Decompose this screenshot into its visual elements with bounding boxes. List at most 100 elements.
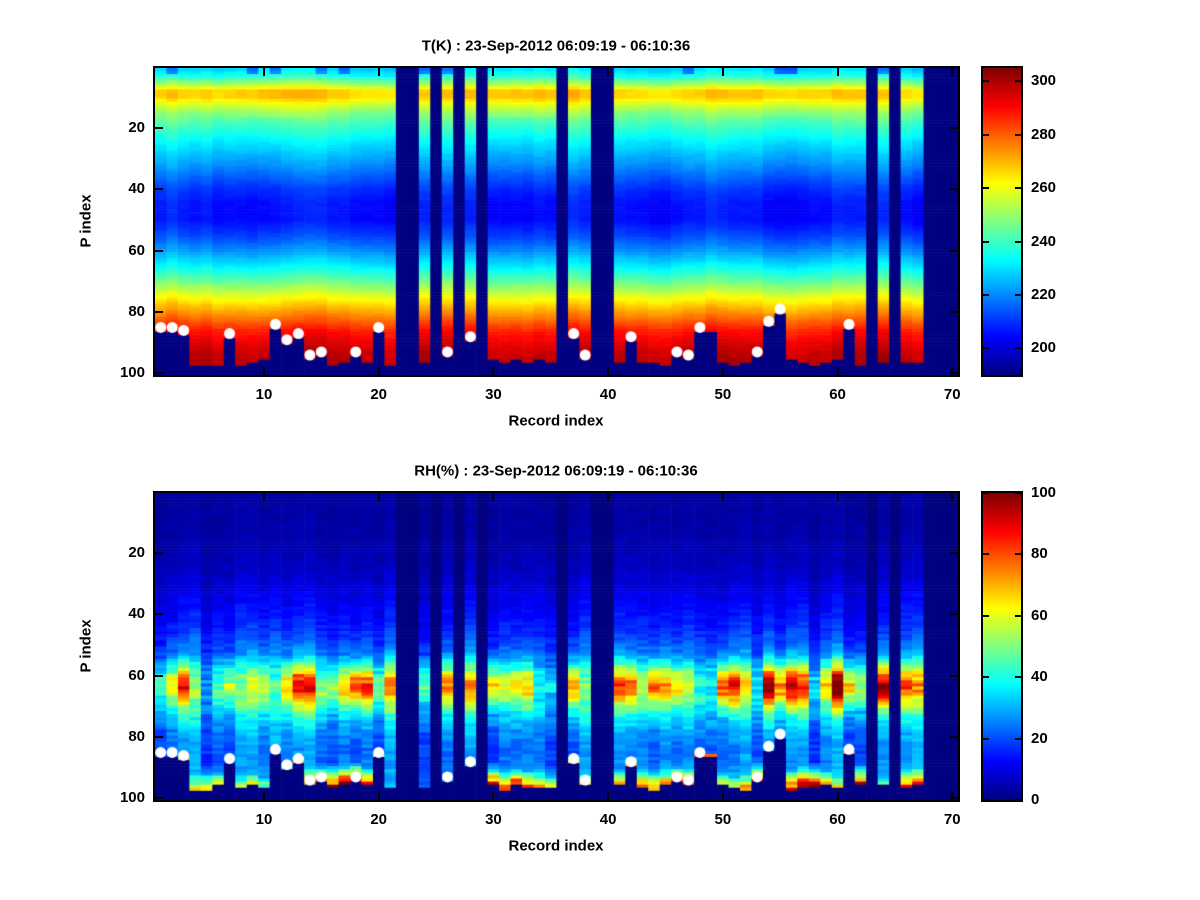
plot2-colorbar-border	[981, 491, 1023, 802]
y-tick-label: 80	[128, 728, 145, 746]
colorbar-tick-label: 300	[1031, 72, 1057, 90]
colorbar-tick-mark	[983, 80, 989, 83]
y-tick-mark	[155, 126, 163, 129]
colorbar-tick-mark	[1015, 737, 1021, 740]
y-tick-label: 20	[128, 118, 145, 136]
colorbar-tick-mark	[1015, 240, 1021, 243]
x-tick-mark	[377, 493, 380, 501]
y-tick-mark	[950, 311, 958, 314]
colorbar-tick-label: 280	[1031, 125, 1057, 143]
plot1-axes-border	[153, 66, 960, 377]
colorbar-tick-mark	[1015, 614, 1021, 617]
x-tick-label: 30	[485, 811, 502, 828]
colorbar-tick-label: 100	[1031, 484, 1057, 501]
colorbar-tick-label: 40	[1031, 668, 1048, 686]
x-tick-label: 40	[599, 811, 617, 828]
y-tick-label: 60	[128, 666, 145, 684]
y-tick-mark	[155, 551, 163, 554]
x-tick-mark	[836, 367, 839, 375]
x-tick-label: 30	[485, 386, 502, 403]
y-tick-mark	[155, 613, 163, 616]
x-tick-mark	[492, 68, 495, 76]
y-tick-mark	[950, 188, 958, 191]
x-tick-label: 20	[370, 811, 388, 828]
x-tick-mark	[377, 792, 380, 800]
colorbar-tick-mark	[1015, 492, 1021, 494]
colorbar-tick-mark	[983, 240, 989, 243]
x-tick-label: 50	[714, 811, 732, 828]
x-tick-mark	[721, 68, 724, 76]
x-tick-label: 60	[829, 386, 846, 403]
colorbar-tick-mark	[983, 614, 989, 617]
x-tick-mark	[836, 493, 839, 501]
colorbar-tick-label: 220	[1031, 285, 1057, 303]
x-tick-label: 70	[943, 386, 961, 403]
x-tick-mark	[836, 792, 839, 800]
y-tick-mark	[950, 126, 958, 129]
y-tick-mark	[155, 188, 163, 191]
colorbar-tick-label: 240	[1031, 232, 1057, 250]
y-tick-mark	[950, 797, 958, 800]
y-tick-mark	[950, 551, 958, 554]
x-tick-label: 40	[599, 386, 617, 403]
x-tick-mark	[262, 792, 265, 800]
plot1-colorbar-border	[981, 66, 1023, 377]
x-tick-mark	[492, 367, 495, 375]
y-tick-mark	[155, 736, 163, 739]
plot2-axes-border	[153, 491, 960, 802]
x-tick-mark	[951, 493, 954, 501]
plot2-ylabel: P index	[77, 619, 95, 673]
x-tick-mark	[377, 367, 380, 375]
x-tick-mark	[262, 367, 265, 375]
colorbar-tick-mark	[983, 347, 989, 350]
plot1-title: T(K) : 23-Sep-2012 06:09:19 - 06:10:36	[421, 37, 691, 55]
x-tick-mark	[607, 68, 610, 76]
x-tick-mark	[951, 68, 954, 76]
y-tick-mark	[950, 674, 958, 677]
y-tick-mark	[950, 613, 958, 616]
colorbar-tick-mark	[1015, 293, 1021, 296]
x-tick-mark	[377, 68, 380, 76]
x-tick-mark	[607, 792, 610, 800]
colorbar-tick-mark	[1015, 133, 1021, 136]
colorbar-tick-mark	[983, 737, 989, 740]
y-tick-label: 20	[128, 543, 145, 561]
x-tick-mark	[721, 493, 724, 501]
x-tick-mark	[721, 367, 724, 375]
temperature-colorbar-canvas	[983, 68, 1021, 375]
colorbar-tick-label: 60	[1031, 606, 1048, 624]
colorbar-tick-label: 20	[1031, 729, 1048, 747]
temperature-heatmap-canvas	[155, 68, 958, 375]
x-tick-mark	[262, 68, 265, 76]
y-tick-mark	[950, 372, 958, 375]
x-tick-mark	[836, 68, 839, 76]
colorbar-tick-mark	[983, 676, 989, 679]
colorbar-tick-label: 0	[1031, 791, 1040, 808]
x-tick-label: 70	[943, 811, 961, 828]
colorbar-tick-label: 80	[1031, 545, 1048, 563]
x-tick-mark	[492, 493, 495, 501]
colorbar-tick-mark	[1015, 799, 1021, 801]
plot2-xlabel: Record index	[508, 837, 604, 855]
x-tick-mark	[951, 792, 954, 800]
x-tick-mark	[262, 493, 265, 501]
x-tick-mark	[951, 367, 954, 375]
colorbar-tick-mark	[1015, 80, 1021, 83]
x-tick-label: 50	[714, 386, 732, 403]
plot2-title: RH(%) : 23-Sep-2012 06:09:19 - 06:10:36	[414, 462, 698, 480]
x-tick-mark	[492, 792, 495, 800]
y-tick-mark	[155, 311, 163, 314]
plot1-xlabel: Record index	[508, 412, 604, 430]
colorbar-tick-mark	[1015, 187, 1021, 190]
humidity-heatmap-canvas	[155, 493, 958, 800]
y-tick-mark	[950, 249, 958, 252]
y-tick-label: 80	[128, 303, 145, 321]
y-tick-label: 100	[119, 789, 145, 807]
y-tick-label: 40	[128, 605, 145, 623]
colorbar-tick-mark	[1015, 676, 1021, 679]
plot1-ylabel: P index	[77, 194, 95, 248]
y-tick-label: 60	[128, 241, 145, 259]
colorbar-tick-mark	[983, 553, 989, 556]
y-tick-mark	[155, 797, 163, 800]
